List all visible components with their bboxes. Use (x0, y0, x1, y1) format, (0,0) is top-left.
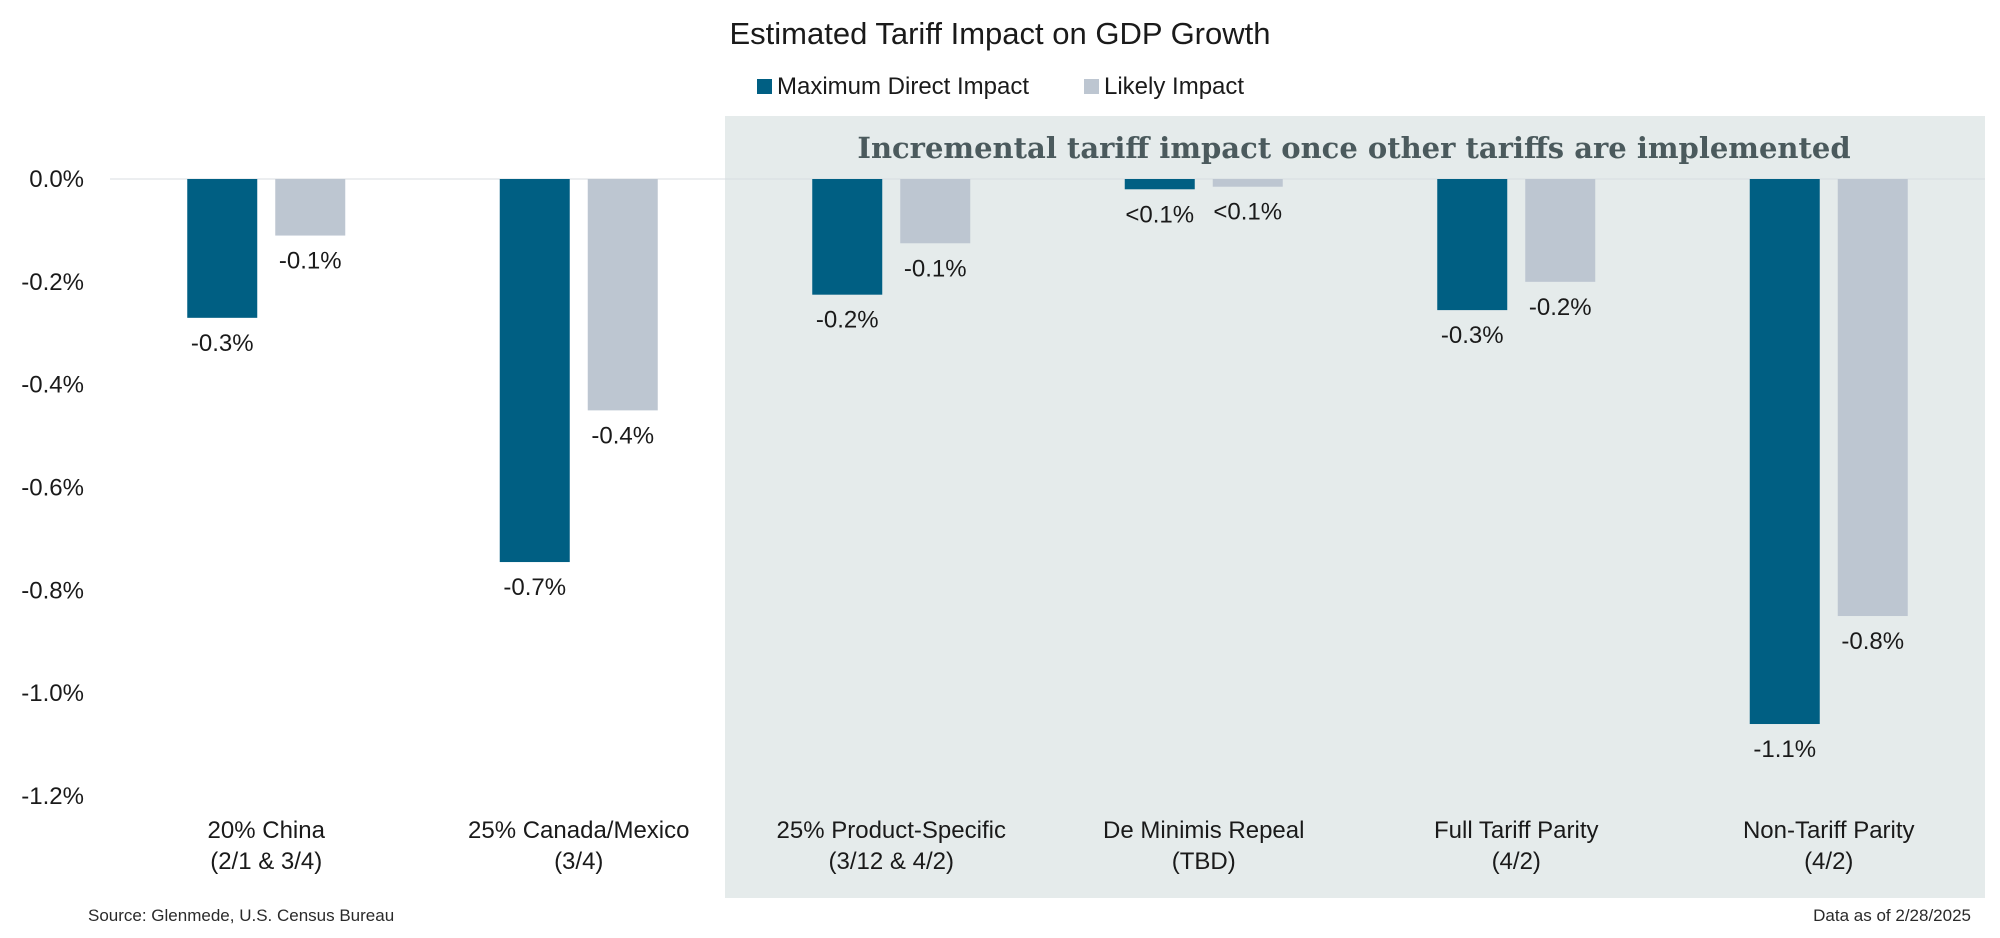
x-tick-label: 25% Canada/Mexico (468, 817, 689, 844)
bar (1525, 179, 1596, 282)
data-label: -1.1% (1753, 736, 1816, 763)
data-label: -0.3% (191, 330, 254, 357)
source-note: Source: Glenmede, U.S. Census Bureau (88, 906, 394, 925)
data-label: -0.2% (1529, 294, 1592, 321)
x-tick-label: 25% Product-Specific (777, 817, 1006, 844)
legend-swatch (1084, 79, 1099, 94)
data-label: -0.2% (816, 307, 879, 334)
data-label: -0.4% (591, 422, 654, 449)
legend-label: Maximum Direct Impact (777, 73, 1029, 100)
data-label: <0.1% (1125, 201, 1194, 228)
y-tick-label: -0.2% (21, 269, 84, 296)
data-label: -0.1% (904, 255, 967, 282)
data-label: -0.7% (503, 574, 566, 601)
y-axis: 0.0% -0.2% -0.4% -0.6% -0.8% -1.0% -1.2% (21, 166, 84, 810)
data-labels: -0.3% -0.1% -0.7% -0.4% -0.2% -0.1% <0.1% <0.1%… (191, 199, 1904, 763)
x-tick-label: (3/4) (554, 848, 603, 875)
chart-title: Estimated Tariff Impact on GDP Growth (729, 16, 1270, 51)
data-date-note: Data as of 2/28/2025 (1813, 906, 1971, 925)
bar (1837, 179, 1908, 617)
y-tick-label: -0.6% (21, 475, 84, 502)
y-tick-label: -1.2% (21, 783, 84, 810)
x-tick-label: De Minimis Repeal (1103, 817, 1304, 844)
y-tick-label: -1.0% (21, 680, 84, 707)
bar (1749, 179, 1820, 725)
x-tick-label: (TBD) (1172, 848, 1236, 875)
bars (187, 179, 1908, 725)
x-tick-label: (4/2) (1492, 848, 1541, 875)
bar (1437, 179, 1508, 311)
bar (499, 179, 570, 563)
y-tick-label: 0.0% (29, 166, 84, 193)
x-tick-label: Full Tariff Parity (1434, 817, 1599, 844)
x-tick-label: Non-Tariff Parity (1743, 817, 1915, 844)
data-label: -0.1% (279, 248, 342, 275)
bar (1124, 179, 1195, 190)
bar (900, 179, 971, 244)
x-tick-label: (2/1 & 3/4) (210, 848, 322, 875)
bar (1212, 179, 1283, 187)
data-label: <0.1% (1213, 199, 1282, 226)
legend-swatch (757, 79, 772, 94)
data-label: -0.8% (1841, 628, 1904, 655)
data-label: -0.3% (1441, 322, 1504, 349)
bar (275, 179, 346, 236)
bar (812, 179, 883, 295)
bar (587, 179, 658, 411)
highlight-annotation: Incremental tariff impact once other tar… (857, 131, 1850, 165)
x-tick-label: 20% China (208, 817, 326, 844)
x-tick-label: (3/12 & 4/2) (829, 848, 954, 875)
y-tick-label: -0.8% (21, 577, 84, 604)
legend: Maximum Direct Impact Likely Impact (757, 73, 1244, 100)
bar (187, 179, 258, 318)
legend-label: Likely Impact (1104, 73, 1244, 100)
x-axis: 20% China (2/1 & 3/4) 25% Canada/Mexico (3/… (208, 817, 1915, 875)
x-tick-label: (4/2) (1804, 848, 1853, 875)
y-tick-label: -0.4% (21, 372, 84, 399)
